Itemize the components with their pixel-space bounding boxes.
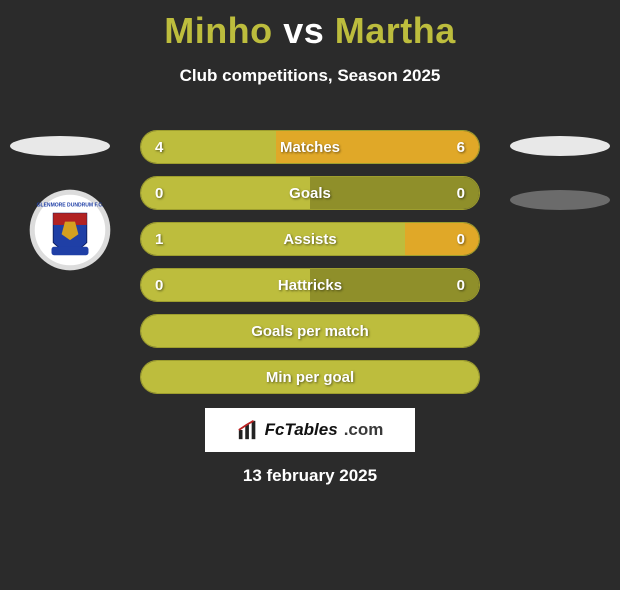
- subtitle: Club competitions, Season 2025: [0, 66, 620, 86]
- bar-left-value: 0: [155, 177, 163, 209]
- bar-label: Goals: [141, 177, 479, 209]
- bar-row-matches: Matches4 6: [140, 130, 480, 164]
- player1-name: Minho: [164, 10, 272, 51]
- bar-label: Assists: [141, 223, 479, 255]
- bar-row-min-per-goal: Min per goal: [140, 360, 480, 394]
- bar-left-value: 1: [155, 223, 163, 255]
- bar-right-value: 0: [457, 177, 465, 209]
- vs-word: vs: [283, 10, 324, 51]
- right-badge-0: [510, 136, 610, 156]
- bar-row-goals-per-match: Goals per match: [140, 314, 480, 348]
- crest-top-text: GLENMORE DUNDRUM F.C.: [37, 202, 104, 208]
- bar-row-goals: Goals0 0: [140, 176, 480, 210]
- bar-left-value: 0: [155, 269, 163, 301]
- fctables-brand: FcTables: [265, 420, 338, 440]
- bar-right-value: 6: [457, 131, 465, 163]
- club-crest-icon: GLENMORE DUNDRUM F.C.: [28, 188, 112, 272]
- bar-label: Min per goal: [141, 361, 479, 393]
- date-text: 13 february 2025: [0, 466, 620, 486]
- page-title: Minho vs Martha: [0, 10, 620, 52]
- bar-label: Matches: [141, 131, 479, 163]
- comparison-bars: Matches46Goals00Assists10Hattricks00Goal…: [140, 130, 480, 406]
- bar-right-value: 0: [457, 269, 465, 301]
- fctables-suffix: .com: [344, 420, 384, 440]
- bars-icon: [237, 419, 259, 441]
- bar-left-value: 4: [155, 131, 163, 163]
- bar-label: Goals per match: [141, 315, 479, 347]
- bar-row-hattricks: Hattricks0 0: [140, 268, 480, 302]
- bar-right-value: 0: [457, 223, 465, 255]
- right-badge-1: [510, 190, 610, 210]
- player2-name: Martha: [335, 10, 456, 51]
- bar-row-assists: Assists1 0: [140, 222, 480, 256]
- fctables-banner: FcTables .com: [205, 408, 415, 452]
- left-badge-0: [10, 136, 110, 156]
- bar-label: Hattricks: [141, 269, 479, 301]
